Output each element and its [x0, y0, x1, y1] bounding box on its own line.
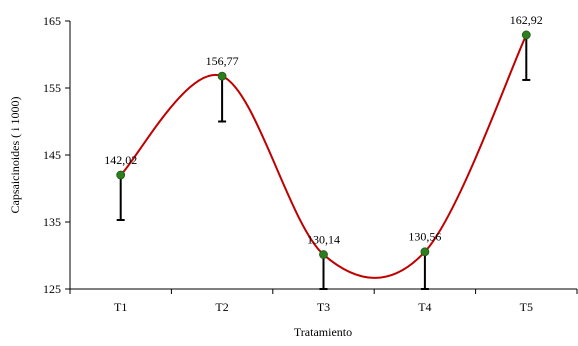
data-labels: 142,02 156,77 130,14 130,56 162,92 [104, 13, 543, 247]
data-point [319, 250, 328, 259]
y-tick-label: 145 [43, 148, 61, 162]
data-point [521, 30, 531, 40]
axes [69, 21, 577, 290]
x-axis-title: Tratamiento [294, 325, 352, 339]
y-tick-label: 165 [43, 14, 61, 28]
x-tick-label: T5 [520, 300, 533, 314]
y-axis-title: Capsaicinoides ( i 1000) [8, 97, 22, 214]
y-tick-label: 135 [43, 215, 61, 229]
x-tick-label: T2 [215, 300, 228, 314]
data-label: 162,92 [510, 13, 543, 27]
y-tick-label: 125 [43, 282, 61, 296]
x-tick-label: T1 [114, 300, 127, 314]
x-axis-ticks: T1 T2 T3 T4 T5 [69, 289, 578, 314]
x-tick-label: T4 [418, 300, 431, 314]
data-point [116, 170, 126, 180]
error-bars [116, 34, 531, 290]
x-tick-label: T3 [317, 300, 330, 314]
data-points [116, 30, 531, 259]
data-label: 142,02 [104, 153, 137, 167]
data-point [217, 71, 227, 81]
data-label: 130,14 [307, 233, 340, 247]
data-point [420, 247, 430, 257]
data-label: 156,77 [206, 54, 239, 68]
y-tick-label: 155 [43, 81, 61, 95]
data-label: 130,56 [408, 230, 441, 244]
y-axis-ticks: 125 135 145 155 165 [43, 14, 70, 296]
